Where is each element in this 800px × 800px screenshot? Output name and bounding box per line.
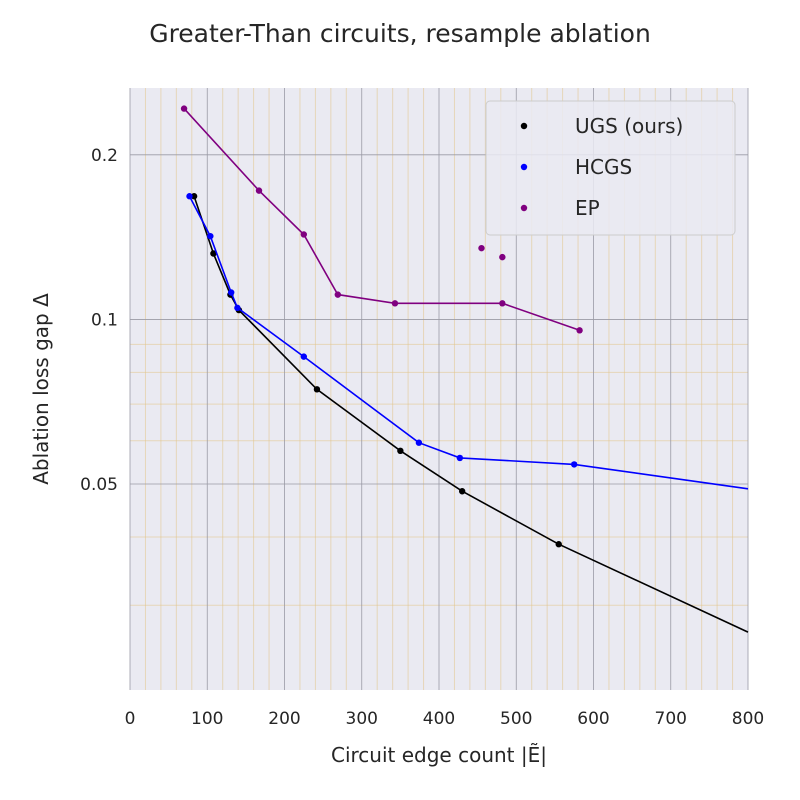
- legend-box: [485, 100, 736, 236]
- data-point: [456, 454, 464, 462]
- data-point: [391, 300, 399, 307]
- legend-label: HCGS: [575, 155, 632, 179]
- legend-marker: [520, 163, 528, 171]
- data-point: [576, 327, 583, 334]
- x-axis-label: Circuit edge count |Ẽ|: [331, 743, 547, 767]
- data-point: [313, 386, 321, 393]
- data-point: [458, 488, 466, 495]
- major-grid: [129, 88, 749, 690]
- data-point: [210, 250, 217, 257]
- data-point: [555, 541, 562, 548]
- data-point: [334, 291, 342, 298]
- data-point: [180, 105, 188, 112]
- data-point: [227, 289, 235, 296]
- legend: UGS (ours) HCGS EP: [485, 100, 736, 236]
- legend-label: UGS (ours): [575, 114, 683, 138]
- x-tick-label: 300: [346, 709, 378, 729]
- x-tick-label: 0: [125, 709, 136, 729]
- legend-marker: [520, 204, 528, 212]
- x-tick-label: 500: [500, 709, 532, 729]
- data-point: [415, 439, 423, 446]
- data-point: [207, 232, 214, 240]
- y-tick-label: 0.2: [91, 146, 118, 166]
- data-point: [499, 253, 506, 261]
- data-point: [397, 447, 404, 455]
- legend-label: EP: [575, 196, 600, 220]
- y-tick-label: 0.1: [91, 310, 118, 330]
- series-layer: [180, 105, 749, 633]
- x-axis-ticks: 0 100 200 300 400 500 600 700 800: [125, 709, 765, 729]
- data-point: [190, 193, 198, 200]
- data-point: [478, 244, 485, 252]
- y-tick-label: 0.05: [80, 475, 118, 495]
- data-point: [300, 231, 308, 238]
- x-tick-label: 400: [423, 709, 455, 729]
- data-point: [255, 187, 263, 194]
- x-tick-label: 200: [268, 709, 300, 729]
- legend-marker: [520, 122, 528, 130]
- data-point: [499, 300, 506, 307]
- x-tick-label: 100: [191, 709, 223, 729]
- data-point: [234, 304, 241, 312]
- y-axis-ticks: 0.05 0.1 0.2: [80, 146, 118, 495]
- chart-title: Greater-Than circuits, resample ablation: [149, 19, 651, 48]
- x-tick-label: 800: [732, 709, 764, 729]
- y-axis-label: Ablation loss gap Δ: [29, 293, 53, 485]
- data-point: [570, 461, 578, 468]
- x-tick-label: 700: [655, 709, 687, 729]
- data-point: [300, 353, 308, 360]
- data-point: [186, 193, 193, 200]
- x-tick-label: 600: [577, 709, 609, 729]
